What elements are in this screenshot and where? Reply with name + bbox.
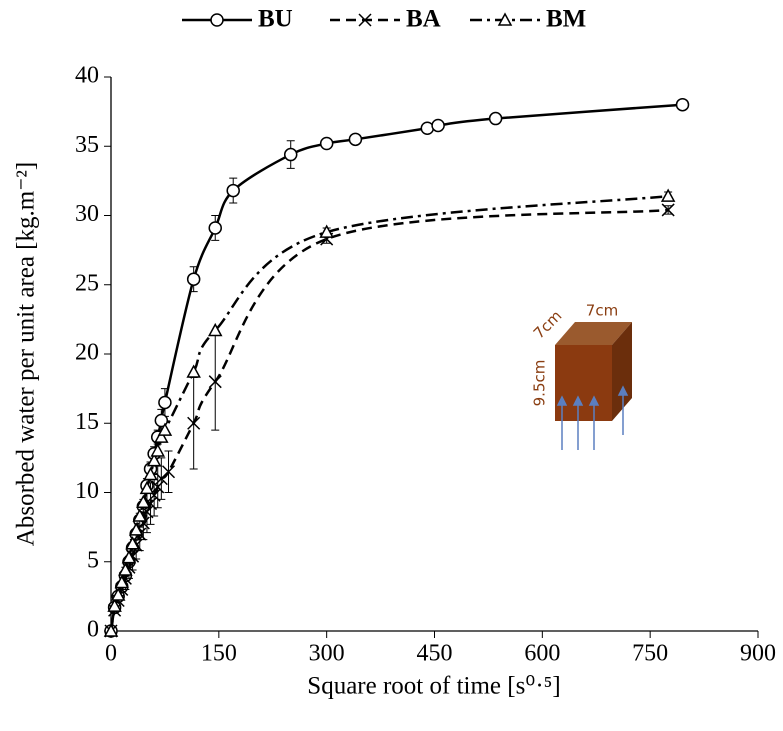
y-tick-label: 5 bbox=[87, 547, 99, 573]
cube-label: 7cm bbox=[530, 307, 566, 343]
point bbox=[431, 118, 445, 133]
point bbox=[128, 522, 144, 536]
legend-marker bbox=[210, 13, 224, 27]
legend-marker bbox=[358, 13, 372, 27]
point bbox=[661, 203, 675, 217]
point bbox=[107, 598, 122, 612]
y-tick-label: 15 bbox=[75, 409, 99, 435]
cube-label: 7cm bbox=[586, 302, 618, 320]
point bbox=[157, 422, 173, 436]
y-axis-label: Absorbed water per unit area [kg.m⁻²] bbox=[13, 162, 40, 546]
legend-label: BU bbox=[258, 6, 293, 33]
point bbox=[158, 395, 172, 410]
point bbox=[118, 562, 133, 576]
point bbox=[207, 322, 223, 337]
x-tick-label: 450 bbox=[417, 641, 453, 667]
point bbox=[154, 429, 169, 443]
point bbox=[283, 147, 298, 162]
point bbox=[186, 272, 201, 286]
point bbox=[208, 375, 222, 389]
point bbox=[319, 136, 334, 151]
point bbox=[660, 188, 676, 202]
point bbox=[132, 508, 148, 522]
point bbox=[143, 466, 158, 481]
x-tick-label: 600 bbox=[524, 641, 560, 667]
y-tick-label: 10 bbox=[75, 478, 99, 504]
x-tick-label: 300 bbox=[309, 641, 345, 667]
x-tick-label: 900 bbox=[740, 641, 776, 667]
cube-top bbox=[555, 322, 632, 345]
point bbox=[186, 364, 201, 378]
y-tick-label: 35 bbox=[75, 132, 99, 158]
point bbox=[187, 416, 201, 430]
cube-front bbox=[555, 345, 612, 421]
point bbox=[488, 111, 503, 126]
point bbox=[110, 587, 126, 601]
x-axis-label: Square root of time [s⁰·⁵] bbox=[307, 673, 560, 700]
x-tick-label: 750 bbox=[632, 641, 668, 667]
point bbox=[121, 550, 137, 564]
point bbox=[208, 221, 222, 235]
point bbox=[114, 574, 130, 589]
legend-label: BA bbox=[406, 6, 441, 33]
point bbox=[151, 480, 165, 494]
point bbox=[146, 453, 162, 467]
y-tick-label: 30 bbox=[75, 201, 99, 227]
point bbox=[136, 494, 151, 508]
point bbox=[161, 465, 176, 479]
point bbox=[139, 480, 155, 495]
legend-marker bbox=[497, 12, 513, 26]
cube-diagram: 7cm 7cm 9.5cm bbox=[530, 302, 632, 450]
cube-label: 9.5cm bbox=[531, 360, 549, 407]
y-tick-label: 40 bbox=[75, 63, 99, 89]
point bbox=[675, 97, 690, 112]
point bbox=[103, 623, 119, 637]
point bbox=[125, 536, 140, 550]
legend-label: BM bbox=[546, 6, 586, 33]
y-tick-label: 25 bbox=[75, 270, 99, 296]
point bbox=[154, 413, 169, 428]
cube-side bbox=[612, 322, 632, 421]
y-tick-label: 0 bbox=[87, 617, 99, 643]
x-tick-label: 0 bbox=[105, 641, 117, 667]
point bbox=[348, 132, 363, 147]
water-arrows bbox=[556, 385, 629, 450]
point bbox=[150, 443, 165, 457]
x-tick-label: 150 bbox=[201, 641, 237, 667]
y-tick-label: 20 bbox=[75, 340, 99, 366]
point bbox=[319, 224, 334, 238]
point bbox=[226, 183, 240, 198]
